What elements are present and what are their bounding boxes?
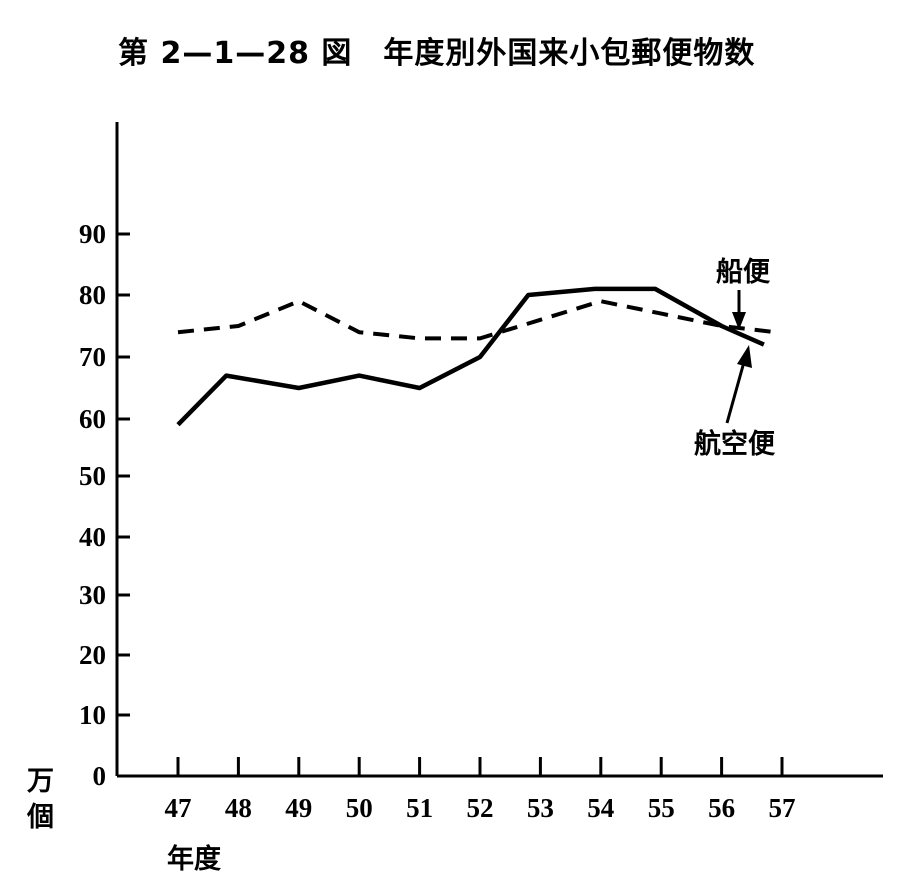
series-line-sea-mail	[177, 299, 777, 341]
arrowhead-sea-mail	[732, 312, 746, 330]
y-axis-label-line2: 個	[26, 802, 54, 833]
y-tick-label: 20	[79, 640, 106, 670]
y-tick-label: 90	[79, 219, 106, 249]
x-tick-label: 51	[406, 793, 433, 823]
y-tick-label: 60	[79, 404, 106, 434]
y-axis-label-line1: 万	[27, 766, 54, 797]
series-label-sea-mail: 船便	[716, 256, 771, 288]
arrow-air-mail	[725, 361, 746, 424]
series-label-air-mail: 航空便	[694, 428, 776, 460]
x-tick-label: 49	[285, 793, 312, 823]
x-tick-label: 52	[467, 793, 494, 823]
x-ticks: 47 48 49 50 51 52 53 54 55 56 57	[165, 757, 796, 823]
series-layer	[176, 286, 777, 427]
y-ticks: 0 10 20 30 40 50 60 70 80 90	[79, 219, 130, 791]
series-line-air-mail	[176, 286, 765, 427]
y-tick-label: 30	[79, 580, 106, 610]
y-tick-label: 40	[79, 522, 106, 552]
x-tick-label: 57	[769, 793, 796, 823]
x-tick-label: 50	[346, 793, 373, 823]
x-tick-label: 54	[587, 793, 614, 823]
x-tick-label: 53	[527, 793, 554, 823]
y-tick-label: 0	[93, 761, 107, 791]
arrowhead-air-mail	[737, 345, 752, 368]
x-tick-label: 47	[165, 793, 192, 823]
y-tick-label: 80	[79, 280, 106, 310]
chart-title: 第 2—1—28 図 年度別外国来小包郵便物数	[118, 36, 756, 71]
y-tick-label: 50	[79, 461, 106, 491]
x-tick-label: 48	[225, 793, 252, 823]
x-tick-label: 56	[708, 793, 735, 823]
y-tick-label: 10	[79, 700, 106, 730]
x-tick-label: 55	[648, 793, 675, 823]
x-axis-label: 年度	[167, 843, 221, 875]
y-tick-label: 70	[79, 342, 106, 372]
